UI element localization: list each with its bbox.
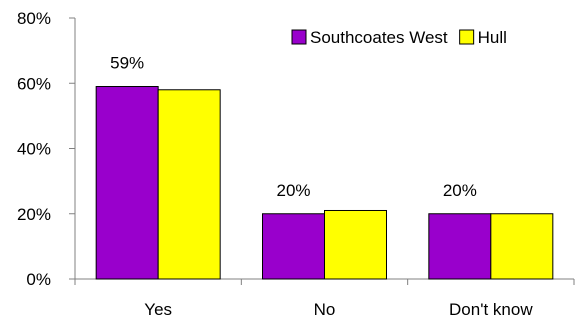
y-tick-label: 0% [26, 270, 51, 289]
legend-swatch [291, 29, 307, 45]
data-label: 59% [110, 54, 144, 73]
x-category-label: No [314, 300, 336, 319]
legend-label: Hull [478, 28, 507, 47]
legend-label: Southcoates West [310, 28, 448, 47]
bar-southcoates-west [262, 213, 325, 280]
chart-legend: Southcoates West Hull [291, 28, 507, 47]
y-tick-label: 20% [17, 205, 51, 224]
data-label: 20% [276, 181, 310, 200]
chart-bars [95, 86, 554, 280]
bar-hull [490, 213, 554, 280]
bar-hull [157, 89, 221, 280]
x-category-label: Don't know [449, 300, 533, 319]
x-category-label: Yes [144, 300, 172, 319]
bar-southcoates-west [95, 86, 159, 280]
bar-southcoates-west [428, 213, 492, 280]
data-label: 20% [443, 181, 477, 200]
bar-hull [324, 209, 387, 280]
legend-swatch [459, 29, 475, 45]
y-tick-label: 40% [17, 140, 51, 159]
y-tick-label: 60% [17, 74, 51, 93]
y-tick-label: 80% [17, 9, 51, 28]
chart-labels: 59% Yes 20% No 20% Don't know [110, 54, 533, 319]
